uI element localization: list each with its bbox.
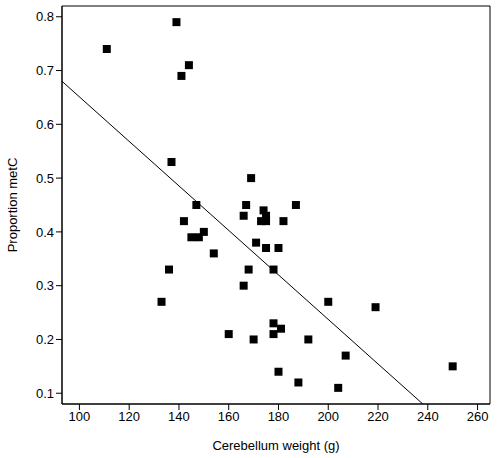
svg-text:0.6: 0.6 xyxy=(36,117,54,132)
svg-text:140: 140 xyxy=(168,409,190,424)
svg-text:0.2: 0.2 xyxy=(36,332,54,347)
svg-text:0.8: 0.8 xyxy=(36,9,54,24)
svg-text:0.4: 0.4 xyxy=(36,225,54,240)
svg-text:0.5: 0.5 xyxy=(36,171,54,186)
svg-text:Proportion metC: Proportion metC xyxy=(8,158,20,253)
svg-text:260: 260 xyxy=(467,409,489,424)
svg-text:120: 120 xyxy=(118,409,140,424)
svg-text:Cerebellum weight (g): Cerebellum weight (g) xyxy=(212,438,339,453)
svg-text:0.7: 0.7 xyxy=(36,63,54,78)
svg-text:240: 240 xyxy=(417,409,439,424)
svg-text:100: 100 xyxy=(69,409,91,424)
svg-text:220: 220 xyxy=(367,409,389,424)
svg-text:0.3: 0.3 xyxy=(36,278,54,293)
svg-text:160: 160 xyxy=(218,409,240,424)
svg-text:200: 200 xyxy=(317,409,339,424)
svg-text:0.1: 0.1 xyxy=(36,386,54,401)
svg-text:180: 180 xyxy=(268,409,290,424)
